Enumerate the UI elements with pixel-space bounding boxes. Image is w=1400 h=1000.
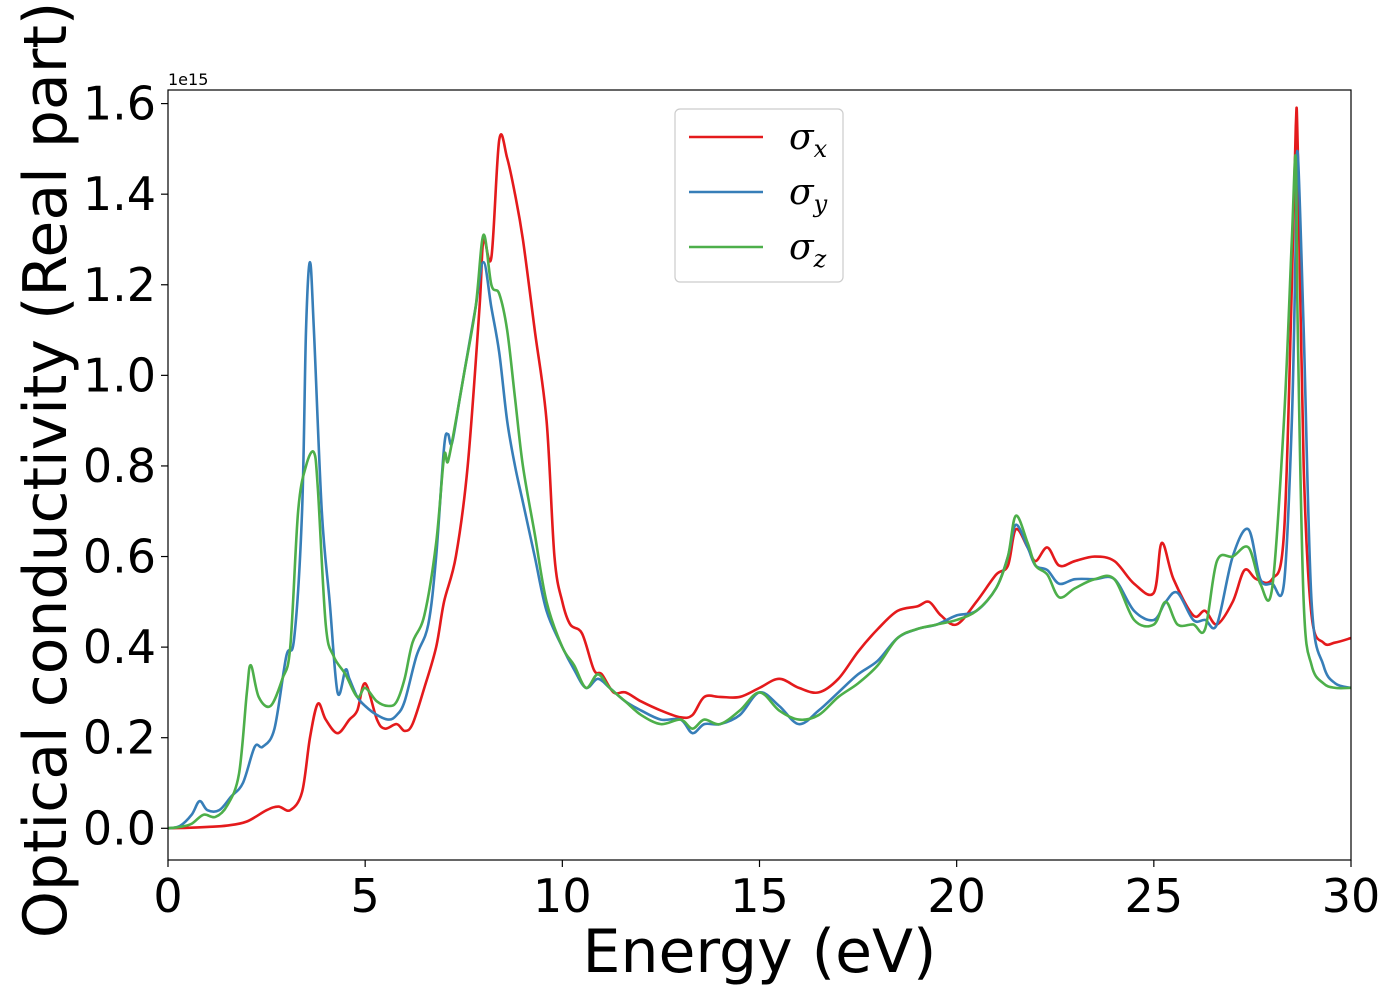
x-tick-label: 20 xyxy=(927,869,986,923)
y-tick-label: 0.2 xyxy=(83,711,156,765)
y-offset-label: 1e15 xyxy=(168,70,208,89)
legend: σx σy σz xyxy=(674,108,844,283)
x-tick-label: 5 xyxy=(351,869,380,923)
series-lines xyxy=(168,106,1351,830)
series-line-z xyxy=(168,154,1351,830)
x-axis-ticks: 0 5 10 15 20 25 30 xyxy=(153,860,1380,923)
y-axis-ticks: 0.0 0.2 0.4 0.6 0.8 1.0 1.2 1.4 1.6 xyxy=(83,77,168,855)
y-axis-label: Optical conductivity (Real part) xyxy=(11,2,81,939)
x-tick-label: 15 xyxy=(730,869,789,923)
x-tick-label: 0 xyxy=(153,869,182,923)
y-tick-label: 0.8 xyxy=(83,439,156,493)
x-tick-label: 10 xyxy=(533,869,592,923)
x-tick-label: 25 xyxy=(1125,869,1184,923)
y-tick-label: 1.2 xyxy=(83,258,156,312)
x-tick-label: 30 xyxy=(1322,869,1381,923)
y-tick-label: 1.4 xyxy=(83,167,156,221)
legend-label-y: σy xyxy=(789,172,828,218)
y-tick-label: 1.6 xyxy=(83,77,156,131)
y-tick-label: 0.0 xyxy=(83,801,156,855)
legend-label-z: σz xyxy=(789,227,827,273)
y-tick-label: 0.4 xyxy=(83,620,156,674)
legend-label-x: σx xyxy=(789,117,828,163)
legend-box xyxy=(674,108,844,283)
x-axis-label: Energy (eV) xyxy=(583,917,937,987)
y-tick-label: 0.6 xyxy=(83,530,156,584)
y-tick-label: 1.0 xyxy=(83,348,156,402)
